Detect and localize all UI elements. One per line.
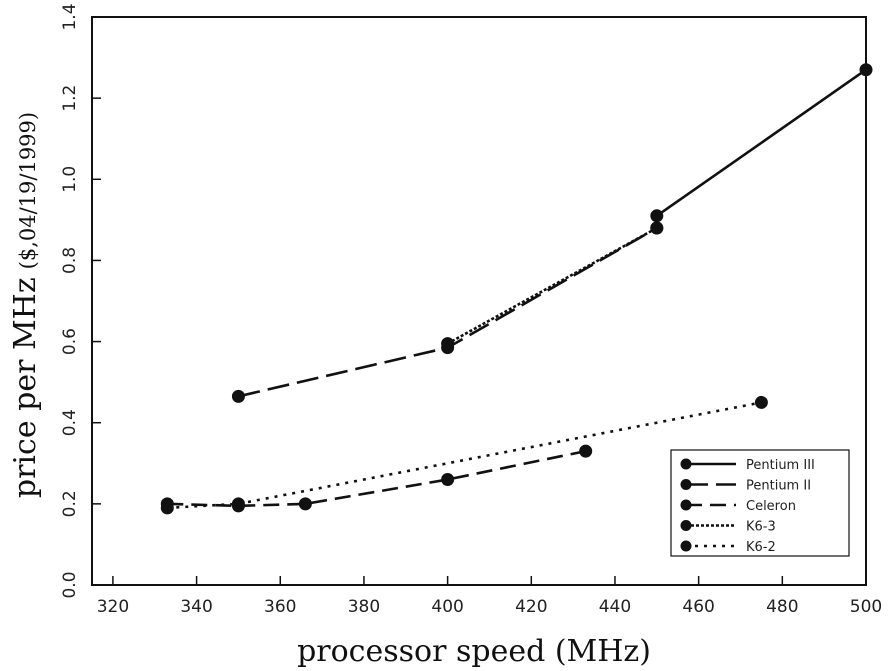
plot-frame	[91, 16, 867, 586]
y-tick-label: 0.6	[60, 328, 80, 355]
marker-layer	[160, 63, 873, 515]
data-point-k6-2	[231, 497, 245, 511]
data-point-k6-2	[160, 501, 174, 515]
legend-label-k6-2: K6-2	[746, 540, 776, 555]
y-axis-label-unit: ($,04/19/1999)	[16, 112, 40, 269]
y-tick-label: 0.2	[60, 490, 80, 517]
x-tick-label: 460	[682, 597, 714, 617]
data-point-pentium-iii	[859, 63, 873, 77]
y-axis-label-main: price per MHz	[8, 277, 43, 498]
data-point-k6-3	[441, 337, 455, 351]
x-axis-ticks: 320 340 360 380 400 420 440 460 480 500	[97, 576, 882, 617]
x-tick-label: 340	[180, 597, 212, 617]
x-tick-label: 320	[97, 597, 129, 617]
x-tick-label: 400	[431, 597, 463, 617]
x-tick-label: 380	[348, 597, 380, 617]
y-tick-label: 0.4	[60, 409, 80, 436]
data-point-celeron	[579, 444, 593, 458]
series-line-celeron	[167, 449, 586, 508]
legend-marker-celeron	[680, 499, 692, 511]
legend-marker-pentium-iii	[680, 458, 692, 470]
legend-marker-k6-3	[680, 520, 692, 531]
y-tick-label: 1.0	[60, 166, 80, 193]
series-layer	[167, 68, 867, 510]
legend-label-k6-3: K6-3	[746, 520, 776, 535]
data-point-celeron	[298, 497, 312, 511]
legend: Pentium III Pentium II Celeron K6-3 K6-2	[670, 449, 850, 557]
legend-label-pentium-ii: Pentium II	[746, 479, 811, 494]
data-point-pentium-ii	[231, 389, 245, 403]
data-point-pentium-iii	[650, 209, 664, 223]
x-tick-label: 420	[515, 597, 547, 617]
y-tick-label: 0.8	[60, 247, 80, 274]
series-line-k6-3	[446, 226, 658, 345]
x-tick-label: 440	[599, 597, 631, 617]
series-line-pentium-ii	[238, 226, 658, 398]
legend-label-celeron: Celeron	[746, 499, 796, 514]
series-line-pentium-iii	[656, 68, 867, 217]
x-tick-label: 480	[766, 597, 798, 617]
y-axis-ticks: 0.0 0.2 0.4 0.6 0.8 1.0 1.2 1.4	[60, 3, 101, 599]
data-point-k6-3	[650, 221, 664, 235]
legend-marker-pentium-ii	[680, 479, 692, 490]
y-tick-label: 1.2	[60, 85, 80, 112]
legend-marker-k6-2	[680, 540, 692, 552]
legend-box	[670, 449, 850, 557]
y-tick-label: 1.4	[60, 3, 80, 30]
data-point-celeron	[441, 473, 455, 487]
x-tick-label: 360	[264, 597, 296, 617]
y-axis-label: price per MHz ($,04/19/1999)	[8, 112, 43, 498]
x-tick-label: 500	[850, 597, 882, 617]
data-point-k6-2	[754, 395, 768, 409]
y-tick-label: 0.0	[60, 571, 80, 598]
legend-label-pentium-iii: Pentium III	[746, 458, 815, 473]
x-axis-label: processor speed (MHz)	[297, 634, 651, 669]
